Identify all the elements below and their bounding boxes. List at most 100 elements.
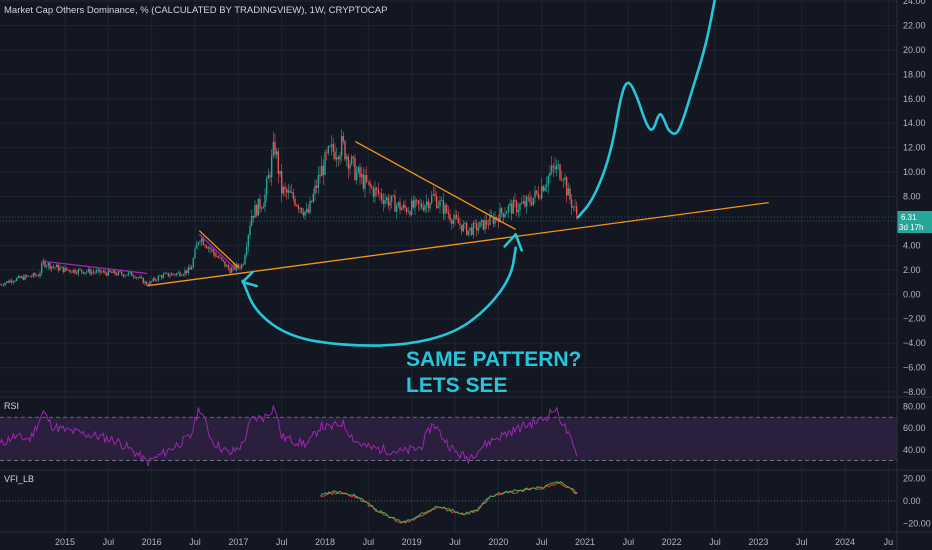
trendline[interactable] bbox=[198, 230, 239, 268]
candle-body bbox=[164, 273, 166, 275]
candle-body bbox=[70, 271, 73, 273]
candle-body bbox=[414, 199, 416, 208]
y-tick-label: 8.00 bbox=[903, 192, 921, 202]
x-tick-label: 2018 bbox=[315, 537, 335, 547]
candle-body bbox=[459, 223, 461, 226]
candle-body bbox=[469, 227, 471, 231]
candle-body bbox=[249, 225, 251, 236]
candle-body bbox=[304, 211, 306, 216]
candle-body bbox=[12, 281, 15, 283]
candle-body bbox=[92, 271, 95, 273]
candle-body bbox=[292, 192, 295, 199]
candle-body bbox=[167, 272, 170, 277]
vfi-pane[interactable]: 20.00 0.00 −20.00 bbox=[0, 474, 931, 529]
candle-body bbox=[402, 204, 405, 209]
arc-drawing[interactable] bbox=[241, 246, 517, 347]
candle-body bbox=[215, 256, 218, 257]
candle-body bbox=[60, 266, 63, 268]
candle-body bbox=[220, 257, 223, 260]
candle-body bbox=[107, 269, 110, 276]
rsi-band bbox=[0, 417, 897, 461]
candle-body bbox=[259, 198, 261, 209]
candle-body bbox=[380, 193, 383, 200]
candle-body bbox=[489, 215, 491, 225]
rsi-line[interactable] bbox=[0, 404, 578, 467]
candle-body bbox=[295, 205, 298, 206]
candle-body bbox=[237, 264, 240, 268]
candle-body bbox=[440, 200, 443, 201]
y-tick-label: −8.00 bbox=[903, 387, 926, 397]
trendlines[interactable] bbox=[43, 140, 769, 287]
candle-body bbox=[559, 164, 561, 180]
vfi-pane-label: VFI_LB bbox=[4, 474, 34, 484]
trendline[interactable] bbox=[43, 260, 148, 275]
candle-body bbox=[139, 276, 141, 278]
x-tick-label: 2016 bbox=[142, 537, 162, 547]
rsi-y-tick-label: 40.00 bbox=[903, 445, 926, 455]
candle-body bbox=[280, 170, 283, 194]
candle-body bbox=[129, 272, 131, 273]
candle-body bbox=[185, 270, 188, 274]
candle-body bbox=[514, 200, 516, 202]
candle-body bbox=[4, 283, 6, 286]
candle-body bbox=[7, 281, 10, 283]
candle-body bbox=[172, 273, 175, 275]
candle-body bbox=[485, 220, 488, 225]
candle-body bbox=[480, 219, 483, 222]
candle-body bbox=[479, 221, 481, 228]
chart-title: Market Cap Others Dominance, % (CALCULAT… bbox=[4, 5, 387, 16]
candle-body bbox=[284, 186, 286, 190]
candle-body bbox=[455, 215, 458, 219]
candle-body bbox=[112, 270, 115, 273]
candle-body bbox=[325, 152, 328, 154]
candle-body bbox=[535, 190, 538, 194]
candle-body bbox=[272, 141, 275, 156]
candle-body bbox=[95, 270, 98, 273]
candle-body bbox=[267, 175, 270, 179]
candle-body bbox=[277, 151, 280, 174]
candle-body bbox=[370, 186, 373, 188]
trendline[interactable] bbox=[198, 233, 235, 268]
y-tick-label: 16.00 bbox=[903, 94, 926, 104]
candle-body bbox=[409, 211, 411, 215]
trendline[interactable] bbox=[355, 140, 516, 231]
rsi-pane[interactable]: 80.00 60.00 40.00 bbox=[0, 401, 926, 467]
vfi-line[interactable] bbox=[320, 481, 578, 524]
x-tick-label: 2015 bbox=[55, 537, 75, 547]
candle-body bbox=[315, 185, 318, 188]
candle-body bbox=[425, 201, 428, 206]
candle-body bbox=[214, 252, 216, 257]
candle-body bbox=[189, 267, 191, 270]
projection-drawing[interactable] bbox=[576, 0, 717, 219]
candle-body bbox=[499, 208, 501, 223]
x-tick-label: Jul bbox=[796, 537, 808, 547]
candle-body bbox=[49, 262, 51, 269]
candle-body bbox=[554, 167, 556, 170]
candle-body bbox=[365, 175, 368, 182]
candle-body bbox=[210, 249, 213, 250]
candle-body bbox=[20, 276, 23, 279]
candle-body bbox=[229, 268, 231, 273]
candle-body bbox=[549, 172, 551, 177]
candle-body bbox=[104, 271, 106, 273]
candle-body bbox=[100, 272, 103, 273]
candle-body bbox=[227, 265, 230, 269]
candle-body bbox=[357, 167, 360, 172]
candle-body bbox=[435, 196, 438, 208]
candle-body bbox=[339, 155, 341, 160]
candle-body bbox=[252, 215, 255, 218]
candle-body bbox=[427, 201, 430, 209]
candle-body bbox=[382, 199, 385, 204]
candlestick-series[interactable] bbox=[0, 129, 578, 287]
freehand-drawings[interactable] bbox=[241, 0, 717, 347]
candle-body bbox=[415, 199, 418, 201]
trendline[interactable] bbox=[147, 201, 769, 287]
candle-body bbox=[417, 200, 420, 204]
x-tick-label: Jul bbox=[536, 537, 548, 547]
candle-body bbox=[62, 266, 65, 273]
candle-body bbox=[200, 238, 203, 242]
main-y-axis: 24.00 22.00 20.00 18.00 16.00 14.00 12.00 10.00… bbox=[903, 0, 926, 397]
candle-body bbox=[482, 219, 485, 230]
candle-body bbox=[84, 272, 86, 274]
